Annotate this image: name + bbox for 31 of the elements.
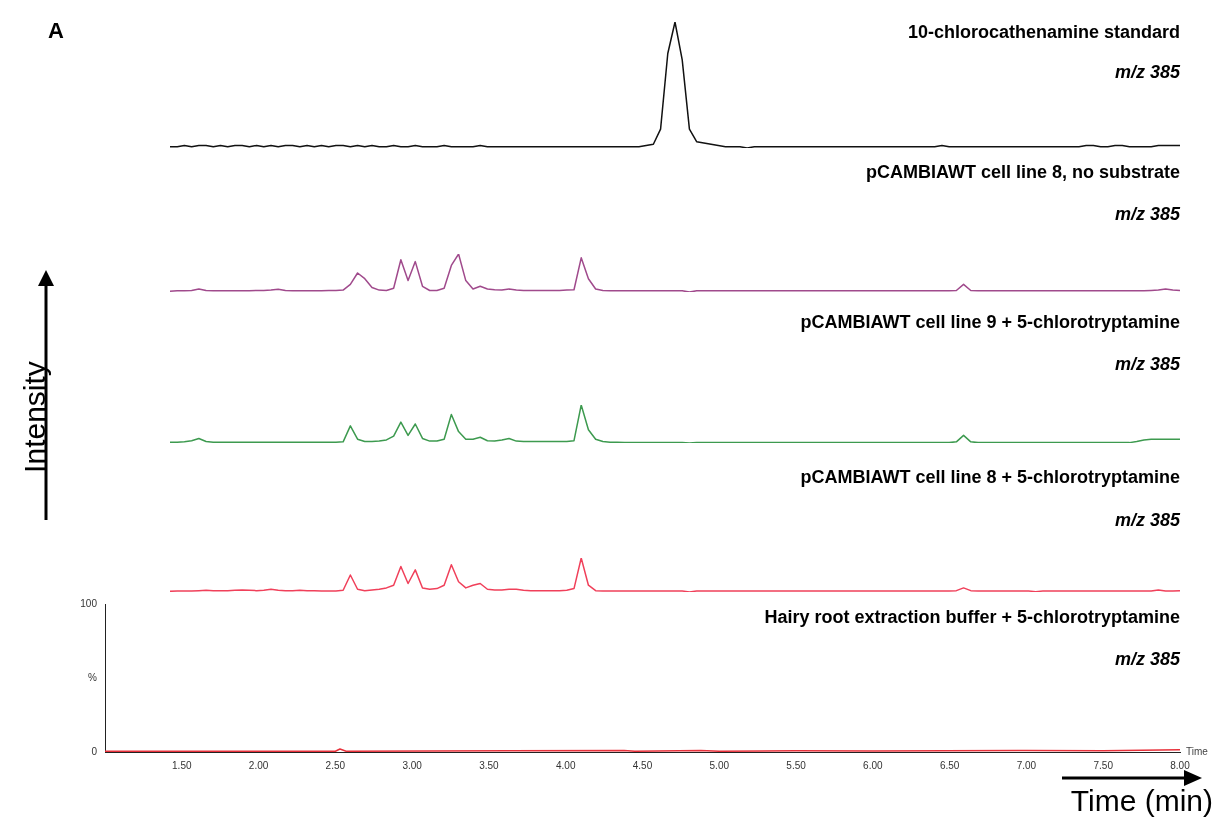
x-tick-label: 1.50 [172,759,192,771]
x-tick-label: 8.00 [1170,759,1191,771]
x-tick-label: 6.50 [939,759,960,771]
chart-subtitle: m/z 385 [1114,204,1180,225]
x-axis-title: Time (min) [1070,784,1213,818]
x-tick-label: 5.00 [709,759,730,771]
x-tick-label: 2.00 [248,759,269,771]
chart-title: pCAMBIAWT cell line 8, no substrate [865,162,1180,183]
y-tick-label: 100 [80,597,98,609]
x-tick-label: 2.50 [325,759,346,771]
y-axis-title: Intensity [18,360,52,475]
x-tick-label: 5.50 [786,759,807,771]
text: Time [1186,745,1209,757]
text: m/z 385 [1114,649,1180,670]
x-tick-label: 6.00 [863,759,884,771]
x-tick-label: 3.00 [402,759,423,771]
x-tick-label: 3.50 [479,759,500,771]
x-tick-label: 7.50 [1093,759,1114,771]
chart-title: 10-chlorocathenamine standard [907,22,1180,43]
y-tick-label: % [88,671,98,683]
y-tick-label: 0 [91,745,98,757]
text: A [48,18,64,44]
chart-title: Hairy root extraction buffer + 5-chlorotryptamine [764,607,1180,628]
chart-title: pCAMBIAWT cell line 8 + 5-chlorotryptamine [800,467,1180,488]
x-tick-label: 7.00 [1016,759,1037,771]
chart-subtitle: m/z 385 [1114,510,1180,531]
x-tick-label: 4.50 [632,759,653,771]
x-tick-label: 4.00 [555,759,576,771]
chart-subtitle: m/z 385 [1114,354,1180,375]
chart-title: pCAMBIAWT cell line 9 + 5-chlorotryptamine [800,312,1180,333]
text: m/z 385 [1114,62,1180,83]
